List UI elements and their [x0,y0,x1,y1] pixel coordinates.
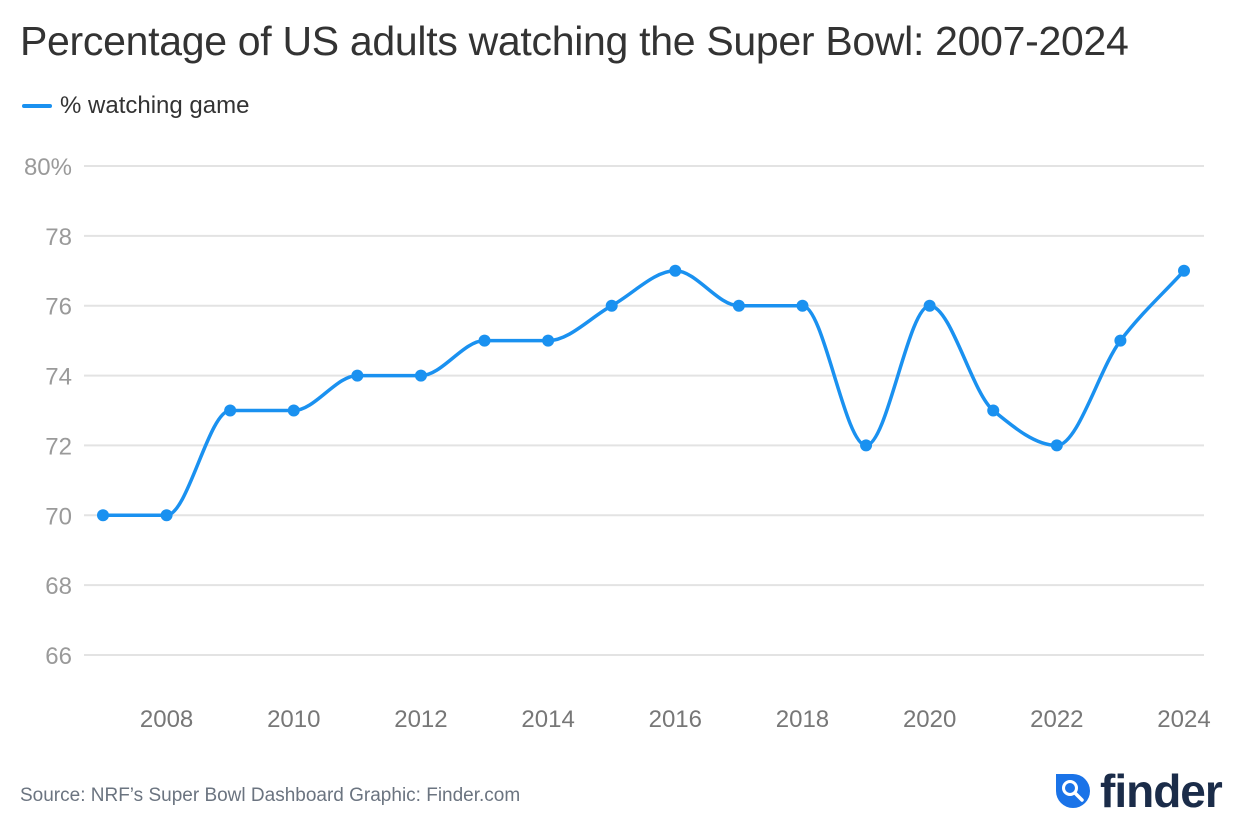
data-point [605,299,618,312]
series-line [103,269,1186,518]
x-tick-label: 2018 [776,706,829,733]
data-point [923,299,936,312]
data-point [796,299,809,312]
y-tick-label: 70 [45,503,72,530]
series-lines [103,269,1186,518]
x-tick-label: 2012 [394,706,447,733]
data-point [160,509,173,522]
data-point [224,404,237,417]
data-point [860,439,873,452]
x-tick-label: 2016 [649,706,702,733]
y-tick-label: 76 [45,294,72,321]
data-point [1050,439,1063,452]
x-tick-label: 2014 [521,706,574,733]
data-point [987,404,1000,417]
data-point [1114,334,1127,347]
y-tick-label: 74 [45,364,72,391]
x-tick-label: 2024 [1157,706,1210,733]
y-tick-label: 68 [45,573,72,600]
x-tick-label: 2022 [1030,706,1083,733]
y-tick-label: 78 [45,224,72,251]
data-point [669,264,682,277]
legend-label: % watching game [60,92,250,119]
search-droplet-icon [1056,774,1090,808]
x-axis-ticks: 2008 2010 2012 2014 2016 2018 2020 2022 2024 [140,706,1211,733]
data-point [732,299,745,312]
y-tick-label: 72 [45,433,72,460]
data-point [351,369,364,382]
data-point [414,369,427,382]
chart-title: Percentage of US adults watching the Sup… [20,18,1129,64]
finder-logo: finder [1052,765,1223,817]
legend: % watching game [22,92,249,120]
y-axis-ticks: 66 68 70 72 74 76 78 80% [24,154,72,670]
x-tick-label: 2008 [140,706,193,733]
data-points [97,264,1190,522]
logo-text: finder [1100,765,1223,817]
data-point [1178,264,1190,277]
gridlines [84,165,1204,656]
legend-swatch [22,104,52,108]
y-tick-label: 80% [24,154,72,181]
y-tick-label: 66 [45,643,72,670]
x-tick-label: 2020 [903,706,956,733]
data-point [287,404,300,417]
source-note: Source: NRF’s Super Bowl Dashboard Graph… [20,785,521,806]
data-point [478,334,491,347]
x-tick-label: 2010 [267,706,320,733]
data-point [542,334,555,347]
data-point [97,509,109,522]
